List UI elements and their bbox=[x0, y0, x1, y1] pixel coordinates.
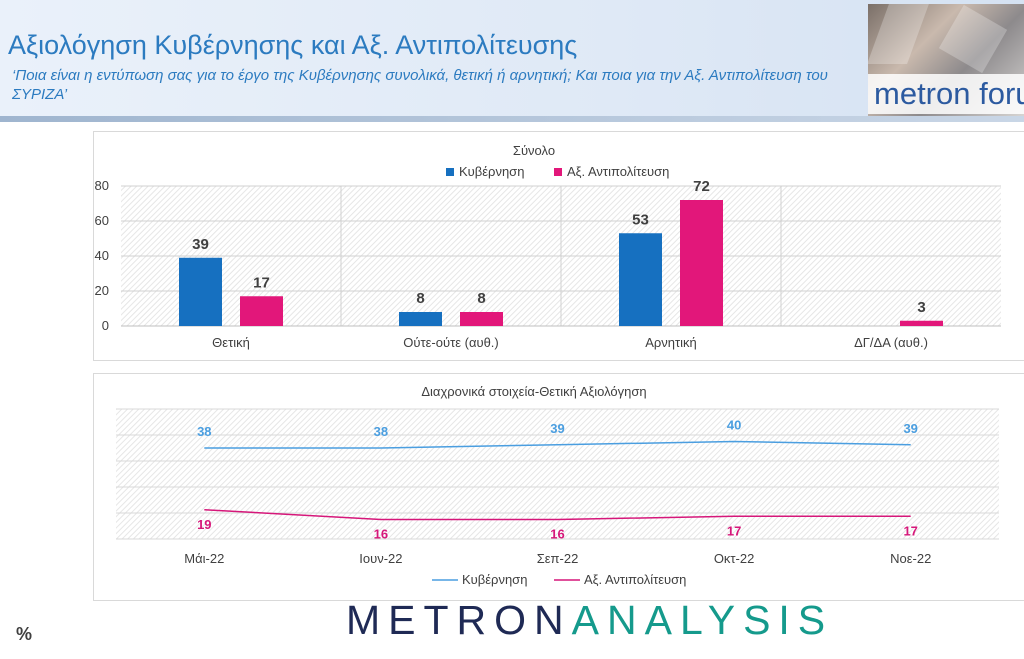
data-label: 17 bbox=[727, 523, 741, 538]
data-label: 8 bbox=[416, 290, 424, 307]
x-tick-label: Ιουν-22 bbox=[359, 551, 402, 566]
legend-label-1: Αξ. Αντιπολίτευση bbox=[584, 572, 686, 587]
chart-title: Σύνολο bbox=[513, 143, 555, 158]
header-banner: Αξιολόγηση Κυβέρνησης και Αξ. Αντιπολίτε… bbox=[0, 0, 1024, 122]
data-label: 16 bbox=[550, 527, 564, 542]
data-label: 17 bbox=[253, 274, 270, 291]
chart-title: Διαχρονικά στοιχεία-Θετική Αξιολόγηση bbox=[421, 384, 646, 399]
bar-1-0 bbox=[240, 296, 283, 326]
legend-label-1: Αξ. Αντιπολίτευση bbox=[567, 164, 669, 179]
series-line-0 bbox=[204, 440, 911, 449]
data-label: 38 bbox=[197, 424, 211, 439]
bar-1-3 bbox=[900, 320, 943, 326]
data-label: 40 bbox=[727, 418, 741, 433]
header-divider bbox=[0, 116, 1024, 122]
x-tick-label: Νοε-22 bbox=[890, 551, 931, 566]
y-tick-label: 20 bbox=[95, 283, 109, 298]
data-label: 19 bbox=[197, 517, 211, 532]
series-line-1 bbox=[204, 509, 911, 521]
data-label: 39 bbox=[192, 236, 209, 253]
x-tick-label: Θετική bbox=[212, 335, 250, 350]
metron-forum-logo: metron forum bbox=[868, 4, 1024, 118]
data-label: 39 bbox=[903, 421, 917, 436]
legend-label-0: Κυβέρνηση bbox=[462, 572, 527, 587]
x-tick-label: Αρνητική bbox=[645, 335, 697, 350]
data-label: 39 bbox=[550, 421, 564, 436]
x-tick-label: Μάι-22 bbox=[184, 551, 224, 566]
page-title: Αξιολόγηση Κυβέρνησης και Αξ. Αντιπολίτε… bbox=[8, 30, 578, 60]
legend-swatch-0 bbox=[446, 168, 454, 176]
metron-analysis-brand: METRONANALYSIS bbox=[346, 597, 833, 644]
data-label: 72 bbox=[693, 178, 710, 195]
y-tick-label: 80 bbox=[95, 178, 109, 193]
bar-chart-panel: Σύνολο Κυβέρνηση Αξ. Αντιπολίτευση 0 20 40 60 8… bbox=[93, 131, 1024, 361]
line-chart: Διαχρονικά στοιχεία-Θετική Αξιολόγηση Μάι… bbox=[116, 384, 999, 587]
data-label: 3 bbox=[917, 299, 925, 316]
x-tick-label: Σεπ-22 bbox=[537, 551, 579, 566]
bar-0-2 bbox=[619, 233, 662, 326]
data-label: 16 bbox=[374, 527, 388, 542]
legend-swatch-1 bbox=[554, 168, 562, 176]
data-label: 8 bbox=[477, 290, 485, 307]
bar-1-1 bbox=[460, 312, 503, 326]
brand-analysis: ANALYSIS bbox=[571, 597, 834, 643]
plot-area bbox=[116, 409, 999, 539]
y-tick-label: 40 bbox=[95, 248, 109, 263]
x-tick-label: Οκτ-22 bbox=[714, 551, 755, 566]
logo-text: metron forum bbox=[868, 74, 1024, 114]
brand-metron: METRON bbox=[346, 597, 572, 643]
data-label: 53 bbox=[632, 211, 649, 228]
x-tick-label: ΔΓ/ΔΑ (αυθ.) bbox=[854, 335, 928, 350]
bar-chart: Σύνολο Κυβέρνηση Αξ. Αντιπολίτευση 0 20 40 60 8… bbox=[95, 143, 1001, 350]
x-tick-label: Ούτε-ούτε (αυθ.) bbox=[403, 335, 499, 350]
bar-0-0 bbox=[179, 257, 222, 326]
data-label: 38 bbox=[374, 424, 388, 439]
y-tick-label: 60 bbox=[95, 213, 109, 228]
y-tick-label: 0 bbox=[102, 318, 109, 333]
page-subtitle: ‘Ποια είναι η εντύπωση σας για το έργο τ… bbox=[12, 67, 828, 103]
bar-1-2 bbox=[680, 200, 723, 326]
legend-label-0: Κυβέρνηση bbox=[459, 164, 524, 179]
data-label: 17 bbox=[903, 523, 917, 538]
line-chart-panel: Διαχρονικά στοιχεία-Θετική Αξιολόγηση Μάι… bbox=[93, 373, 1024, 601]
bar-0-1 bbox=[399, 312, 442, 326]
percent-unit-label: % bbox=[16, 624, 33, 644]
